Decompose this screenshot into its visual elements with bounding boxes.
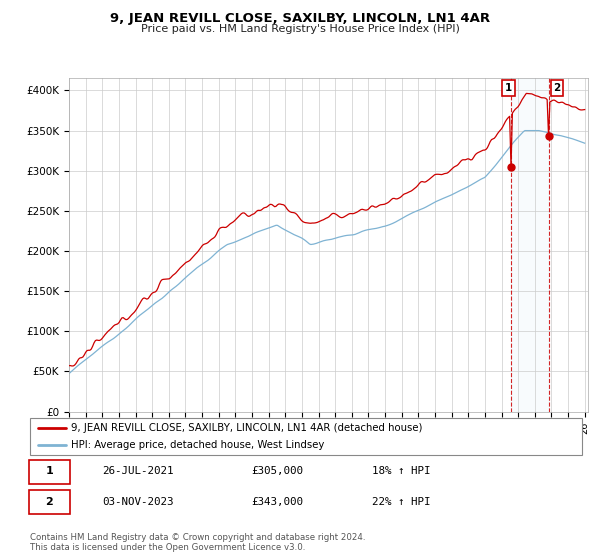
Text: 1: 1: [505, 83, 512, 93]
Text: 9, JEAN REVILL CLOSE, SAXILBY, LINCOLN, LN1 4AR: 9, JEAN REVILL CLOSE, SAXILBY, LINCOLN, …: [110, 12, 490, 25]
Text: Contains HM Land Registry data © Crown copyright and database right 2024.: Contains HM Land Registry data © Crown c…: [30, 533, 365, 542]
Bar: [511, 78, 549, 412]
FancyBboxPatch shape: [29, 460, 70, 484]
Text: Price paid vs. HM Land Registry's House Price Index (HPI): Price paid vs. HM Land Registry's House …: [140, 24, 460, 34]
Text: 03-NOV-2023: 03-NOV-2023: [102, 497, 173, 507]
Text: £343,000: £343,000: [251, 497, 303, 507]
Text: 2: 2: [553, 83, 560, 93]
Text: 18% ↑ HPI: 18% ↑ HPI: [372, 466, 431, 477]
Text: 2: 2: [46, 497, 53, 507]
Text: 22% ↑ HPI: 22% ↑ HPI: [372, 497, 431, 507]
Text: This data is licensed under the Open Government Licence v3.0.: This data is licensed under the Open Gov…: [30, 543, 305, 552]
Text: HPI: Average price, detached house, West Lindsey: HPI: Average price, detached house, West…: [71, 440, 325, 450]
Text: 26-JUL-2021: 26-JUL-2021: [102, 466, 173, 477]
Text: £305,000: £305,000: [251, 466, 303, 477]
Text: 1: 1: [46, 466, 53, 477]
FancyBboxPatch shape: [29, 490, 70, 515]
Text: 9, JEAN REVILL CLOSE, SAXILBY, LINCOLN, LN1 4AR (detached house): 9, JEAN REVILL CLOSE, SAXILBY, LINCOLN, …: [71, 423, 423, 433]
